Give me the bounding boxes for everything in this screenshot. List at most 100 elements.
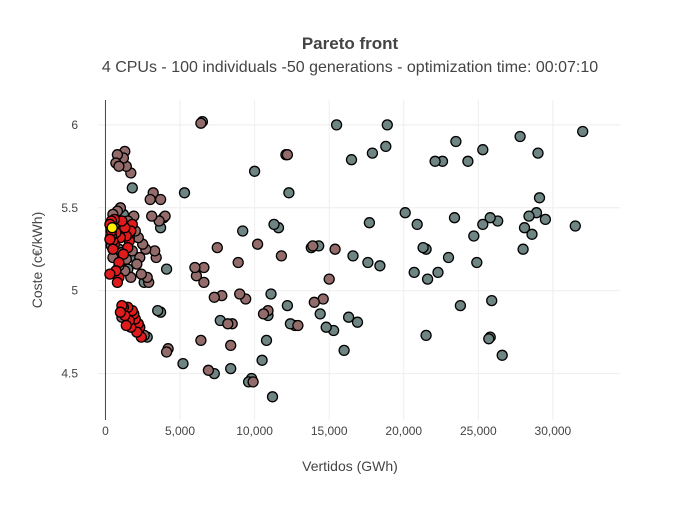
data-point-late[interactable] <box>477 144 489 156</box>
data-point-late[interactable] <box>347 250 359 262</box>
data-point-late[interactable] <box>408 266 420 279</box>
data-point-mid[interactable] <box>257 308 270 320</box>
data-point-mid[interactable] <box>198 276 210 289</box>
data-point-late[interactable] <box>517 243 529 255</box>
chart-subtitle: 4 CPUs - 100 individuals -50 generations… <box>102 59 598 76</box>
data-point-early[interactable] <box>104 233 116 245</box>
data-point-late[interactable] <box>366 147 379 159</box>
data-point-late[interactable] <box>399 207 411 219</box>
data-point-mid[interactable] <box>307 240 319 252</box>
data-point-mid[interactable] <box>308 296 320 308</box>
data-point-mid[interactable] <box>251 238 264 250</box>
data-point-late[interactable] <box>381 119 393 131</box>
data-point-mid[interactable] <box>189 261 201 274</box>
data-point-late[interactable] <box>374 260 386 272</box>
data-point-late[interactable] <box>448 212 461 224</box>
data-point-late[interactable] <box>484 212 496 224</box>
data-point-late[interactable] <box>320 321 332 333</box>
data-point-mid[interactable] <box>195 117 207 129</box>
data-point-mid[interactable] <box>131 258 143 270</box>
data-point-early[interactable] <box>120 319 132 332</box>
data-point-late[interactable] <box>260 334 273 347</box>
data-point-late[interactable] <box>420 329 432 342</box>
data-point-late[interactable] <box>411 218 423 231</box>
data-point-late[interactable] <box>380 140 392 153</box>
data-point-late[interactable] <box>577 125 589 138</box>
data-point-late[interactable] <box>351 316 364 328</box>
data-point-mid[interactable] <box>208 291 220 303</box>
data-point-late[interactable] <box>126 182 138 194</box>
data-point-late[interactable] <box>523 210 535 222</box>
data-point-mid[interactable] <box>113 160 125 172</box>
data-point-mid[interactable] <box>275 250 288 262</box>
data-point-late[interactable] <box>342 311 355 323</box>
data-point-late[interactable] <box>178 187 191 199</box>
data-point-late[interactable] <box>483 333 495 345</box>
data-point-late[interactable] <box>539 213 552 226</box>
data-point-late[interactable] <box>283 187 295 199</box>
data-point-mid[interactable] <box>222 318 234 330</box>
data-point-early[interactable] <box>107 243 119 255</box>
data-point-best[interactable] <box>106 222 118 234</box>
data-point-mid[interactable] <box>149 245 161 257</box>
data-point-mid[interactable] <box>234 288 246 300</box>
data-point-late[interactable] <box>281 299 294 312</box>
data-point-late[interactable] <box>345 154 358 166</box>
data-point-late[interactable] <box>266 391 279 403</box>
data-point-late[interactable] <box>265 288 277 300</box>
chart-title: Pareto front <box>302 34 399 53</box>
data-point-late[interactable] <box>454 299 467 312</box>
data-point-early[interactable] <box>114 306 127 318</box>
data-point-late[interactable] <box>160 263 173 275</box>
data-point-late[interactable] <box>152 304 164 317</box>
data-point-mid[interactable] <box>232 256 244 269</box>
data-point-early[interactable] <box>111 276 124 289</box>
data-point-mid[interactable] <box>211 241 223 254</box>
data-point-late[interactable] <box>569 220 581 232</box>
data-point-mid[interactable] <box>281 149 294 161</box>
data-point-late[interactable] <box>256 354 268 366</box>
y-tick-label: 5.5 <box>61 201 78 215</box>
data-point-late[interactable] <box>514 130 526 143</box>
data-point-late[interactable] <box>429 155 441 167</box>
data-point-late[interactable] <box>177 357 189 370</box>
y-tick-label: 5 <box>71 284 78 298</box>
data-point-mid[interactable] <box>323 273 335 285</box>
data-point-mid[interactable] <box>329 243 341 255</box>
data-point-late[interactable] <box>268 218 280 231</box>
data-point-late[interactable] <box>432 266 444 279</box>
data-point-late[interactable] <box>330 119 343 131</box>
data-point-mid[interactable] <box>195 334 207 347</box>
data-point-late[interactable] <box>532 147 544 159</box>
data-point-late[interactable] <box>362 256 374 269</box>
data-point-late[interactable] <box>486 294 498 307</box>
data-point-late[interactable] <box>338 344 350 357</box>
data-point-late[interactable] <box>248 165 261 177</box>
x-tick-label: 5,000 <box>165 424 195 438</box>
data-point-late[interactable] <box>518 222 531 234</box>
data-point-late[interactable] <box>477 218 489 231</box>
data-point-late[interactable] <box>442 251 455 264</box>
data-point-mid[interactable] <box>225 339 237 352</box>
data-point-mid[interactable] <box>247 376 259 388</box>
data-point-late[interactable] <box>363 217 376 229</box>
data-point-mid[interactable] <box>146 210 158 222</box>
data-point-mid[interactable] <box>202 364 215 376</box>
data-point-late[interactable] <box>471 256 483 269</box>
data-point-late[interactable] <box>421 273 434 285</box>
data-point-late[interactable] <box>462 155 474 167</box>
data-point-mid[interactable] <box>144 193 156 206</box>
data-point-late[interactable] <box>314 308 326 320</box>
data-point-late[interactable] <box>450 135 462 148</box>
data-point-mid[interactable] <box>160 346 173 358</box>
data-point-late[interactable] <box>237 225 249 237</box>
data-point-late[interactable] <box>533 192 546 204</box>
data-point-early[interactable] <box>104 268 116 280</box>
data-point-late[interactable] <box>225 362 237 375</box>
data-point-late[interactable] <box>496 349 508 361</box>
data-point-late[interactable] <box>468 230 480 242</box>
data-point-late[interactable] <box>417 241 429 254</box>
data-point-mid[interactable] <box>135 268 147 280</box>
data-point-mid[interactable] <box>292 319 304 332</box>
data-point-late[interactable] <box>526 228 538 240</box>
